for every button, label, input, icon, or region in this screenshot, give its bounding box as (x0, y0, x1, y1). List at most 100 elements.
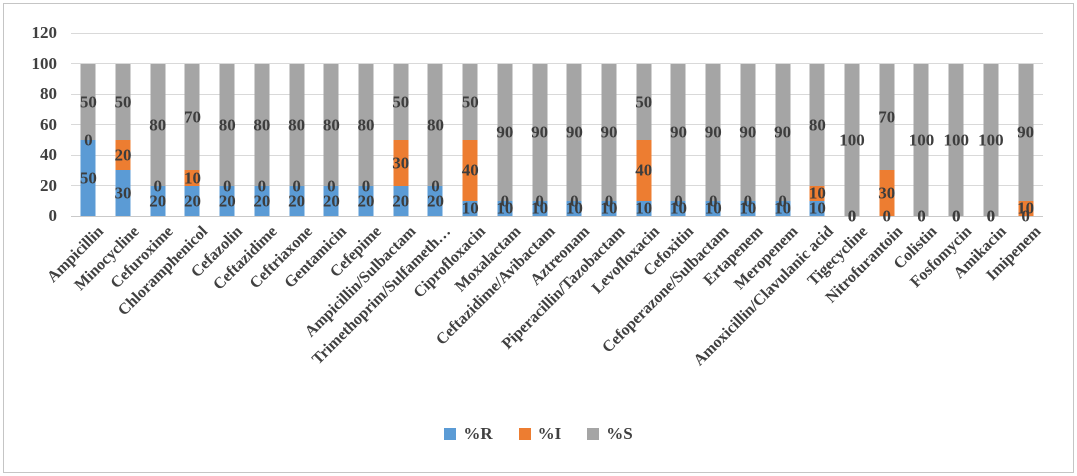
bar-segment-r (532, 200, 548, 216)
legend-label: %S (606, 424, 633, 443)
bar-segment-i (115, 139, 131, 171)
bar-segment-i (393, 139, 409, 186)
y-axis-tick-label: 120 (31, 23, 58, 42)
bar-column: 20 0 80 Cefuroxime (108, 33, 177, 292)
data-label-r: 0 (1021, 206, 1030, 226)
data-label-r: 10 (808, 198, 826, 218)
bar-segment-s (566, 63, 582, 201)
data-label-i: 10 (1017, 198, 1035, 218)
bar-segment-r (566, 200, 582, 216)
data-label-s: 50 (392, 92, 410, 112)
data-label-s: 100 (978, 130, 1004, 150)
bar-segment-s (636, 63, 652, 140)
y-axis-tick-label: 20 (40, 175, 57, 195)
bar-segment-s (879, 63, 895, 171)
y-axis-tick-label: 60 (40, 114, 57, 134)
data-label-r: 10 (635, 198, 653, 218)
data-label-i: 0 (257, 176, 267, 195)
data-label-i: 0 (222, 176, 232, 195)
data-label-r: 20 (426, 191, 444, 211)
data-label-i: 0 (743, 191, 753, 211)
bar-column: 20 0 80 Gentamicin (282, 33, 350, 292)
data-label-i: 40 (461, 160, 479, 180)
legend: %R %I %S (4, 425, 1073, 442)
bar-column: 10 10 80 Amoxicillin/Clavulanic acid (690, 33, 836, 369)
data-label-r: 10 (496, 198, 514, 218)
bar-column: 20 0 80 Ceftriaxone (246, 33, 316, 292)
bar-segment-r (115, 170, 131, 216)
stacked-bar (358, 63, 374, 216)
data-label-i: 0 (84, 130, 93, 150)
bar-column: 0 0 100 Colistin (891, 33, 941, 273)
x-axis-line (71, 215, 1043, 217)
data-label-s: 80 (288, 115, 306, 134)
data-label-s: 80 (218, 115, 236, 134)
data-label-s: 90 (600, 122, 618, 142)
y-axis-tick-label: 80 (40, 84, 57, 103)
data-label-s: 90 (774, 122, 792, 142)
y-axis-tick-label: 40 (40, 145, 57, 164)
bar-column: 10 0 90 Ertapenem (701, 33, 767, 289)
legend-label: %I (537, 424, 562, 443)
data-label-s: 90 (496, 122, 514, 142)
bar-segment-s (532, 63, 548, 201)
bar-segment-s (393, 63, 409, 140)
data-label-r: 20 (218, 191, 236, 211)
bar-column: 0 0 100 Fosfomycin (907, 33, 975, 291)
bar-segment-r (775, 200, 791, 216)
bar-column: 20 0 80 Cefepime (327, 33, 385, 281)
bar-column: 30 20 50 Minocycline (71, 33, 142, 294)
bar-segment-r (670, 200, 686, 216)
bar-column: 20 0 80 Trimethoprim/Sulfameth… (309, 33, 455, 368)
data-label-i: 0 (500, 191, 510, 211)
bar-segment-s (427, 63, 443, 186)
stacked-bar (254, 63, 270, 216)
stacked-bar (184, 63, 200, 216)
legend-item-r: %R (444, 425, 493, 442)
data-label-i: 0 (847, 206, 857, 226)
gridline (71, 124, 1043, 125)
bar-column: 20 30 50 Ampicillin/Sulbactam (302, 33, 420, 341)
data-label-r: 10 (565, 198, 583, 218)
data-label-i: 0 (951, 206, 961, 226)
data-label-s: 80 (357, 115, 375, 134)
data-label-s: 80 (149, 115, 167, 134)
data-label-i: 0 (708, 191, 718, 211)
data-label-r: 10 (531, 198, 549, 218)
data-label-r: 10 (739, 198, 757, 218)
data-label-s: 90 (739, 122, 757, 142)
data-label-s: 90 (565, 122, 583, 142)
data-label-s: 50 (79, 92, 97, 112)
stacked-bar (601, 63, 617, 216)
gridline (71, 154, 1043, 156)
bar-column: 50 0 50 Ampicillin (44, 33, 107, 286)
data-label-s: 50 (461, 92, 479, 112)
stacked-bar (219, 63, 235, 216)
bar-segment-r (601, 200, 617, 216)
stacked-bar (1018, 63, 1034, 216)
bar-segment-r (462, 200, 478, 216)
data-label-i: 10 (808, 183, 826, 203)
data-label-r: 0 (986, 206, 996, 226)
data-label-i: 0 (778, 191, 787, 211)
stacked-bar (532, 63, 548, 216)
bar-column: 10 0 90 Cefoxitin (641, 33, 698, 280)
bar-segment-r (219, 185, 235, 216)
bar-segment-r (80, 139, 96, 216)
bar-column: 0 30 70 Nitrofurantoin (822, 33, 906, 306)
data-label-r: 10 (774, 198, 792, 218)
legend-swatch-icon (587, 427, 600, 440)
bar-segment-r (636, 200, 652, 216)
stacked-bar (636, 63, 652, 216)
bar-segment-i (184, 170, 200, 186)
data-label-r: 20 (183, 191, 201, 211)
bar-segment-s (254, 63, 270, 186)
data-label-i: 0 (986, 206, 996, 226)
bar-column: 0 0 100 Amikacin (951, 33, 1010, 282)
bar-segment-s (289, 63, 305, 186)
gridline (71, 32, 1043, 34)
bar-segment-i (1018, 200, 1034, 216)
data-label-s: 50 (114, 92, 132, 112)
bar-column: 20 0 80 Ceftazidime (210, 33, 281, 293)
stacked-bar (844, 63, 860, 216)
